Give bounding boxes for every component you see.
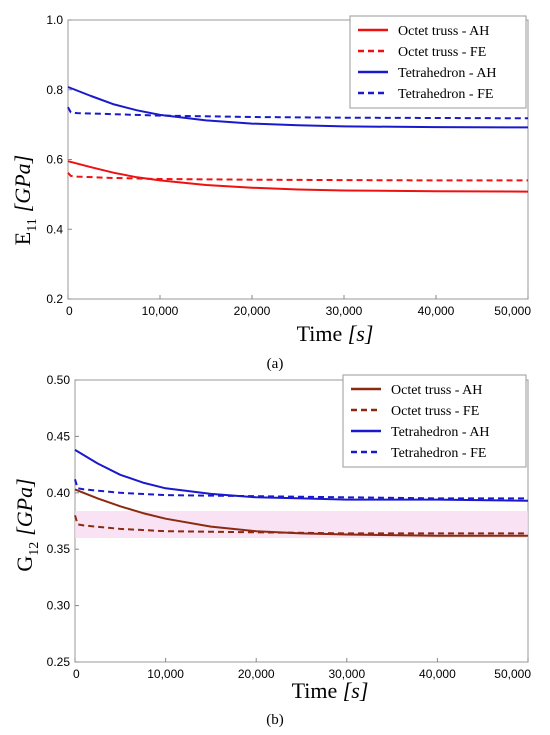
x-tick-label: 20,000: [234, 304, 271, 318]
chart-panel-b: 0.25 0.30 0.35 0.40 0.45 0.50 0 10,000 20,000 30…: [12, 373, 531, 728]
x-tick-label: 10,000: [142, 304, 179, 318]
series-line: [74, 515, 528, 535]
y-axis-label: G12[GPa]: [12, 478, 42, 571]
chart-panel-a: 0.2 0.4 0.6 0.8 1.0 0 10,000 20,000 30,000 40,00…: [10, 13, 531, 372]
y-tick-label: 0.35: [47, 542, 71, 556]
legend-label: Tetrahedron - AH: [398, 66, 497, 81]
y-ticks: 0.2 0.4 0.6 0.8 1.0: [46, 13, 72, 306]
y-tick-label: 0.4: [46, 222, 63, 236]
y-tick-label: 1.0: [46, 13, 63, 27]
legend: Octet truss - AH Octet truss - FE Tetrahed…: [342, 374, 527, 468]
legend-label: Tetrahedron - FE: [398, 87, 493, 102]
x-tick-label: 40,000: [419, 667, 456, 681]
y-tick-label: 0.6: [46, 153, 63, 167]
series-line: [67, 86, 529, 129]
y-tick-label: 0.25: [47, 655, 71, 669]
caption: (b): [266, 712, 284, 728]
caption: (a): [267, 356, 284, 372]
x-tick-label: 20,000: [238, 667, 275, 681]
y-tick-label: 0.50: [47, 373, 71, 387]
y-axis-label: E11[GPa]: [10, 155, 40, 245]
series-lines: [74, 449, 529, 537]
x-axis-label: Time [s]: [297, 321, 374, 346]
x-tick-label: 40,000: [418, 304, 455, 318]
series-line: [74, 449, 529, 502]
legend-label: Octet truss - AH: [391, 383, 482, 398]
series-line: [67, 160, 529, 193]
y-tick-label: 0.8: [46, 83, 63, 97]
y-tick-label: 0.2: [46, 292, 63, 306]
x-tick-label: 0: [66, 304, 73, 318]
y-ticks: 0.25 0.30 0.35 0.40 0.45 0.50: [47, 373, 79, 669]
series-line: [67, 172, 528, 182]
legend-label: Octet truss - FE: [391, 404, 479, 419]
series-line: [74, 479, 528, 500]
y-tick-label: 0.30: [47, 599, 71, 613]
legend-label: Octet truss - FE: [398, 45, 486, 60]
legend-label: Tetrahedron - FE: [391, 446, 486, 461]
x-tick-label: 10,000: [147, 667, 184, 681]
legend-label: Octet truss - AH: [398, 24, 489, 39]
series-lines: [67, 86, 529, 193]
series-line: [67, 106, 529, 120]
y-tick-label: 0.40: [47, 486, 71, 500]
x-ticks: 0 10,000 20,000 30,000 40,000 50,000: [66, 295, 531, 318]
y-tick-label: 0.45: [47, 429, 71, 443]
x-tick-label: 50,000: [494, 667, 531, 681]
x-tick-label: 30,000: [326, 304, 363, 318]
legend-label: Tetrahedron - AH: [391, 425, 490, 440]
x-axis-label: Time [s]: [292, 678, 369, 703]
series-line: [74, 488, 528, 537]
x-ticks: 0 10,000 20,000 30,000 40,000 50,000: [73, 658, 531, 681]
legend: Octet truss - AH Octet truss - FE Tetrahed…: [349, 15, 527, 109]
x-tick-label: 50,000: [494, 304, 531, 318]
x-tick-label: 0: [73, 667, 80, 681]
x-tick-label: 30,000: [328, 667, 365, 681]
